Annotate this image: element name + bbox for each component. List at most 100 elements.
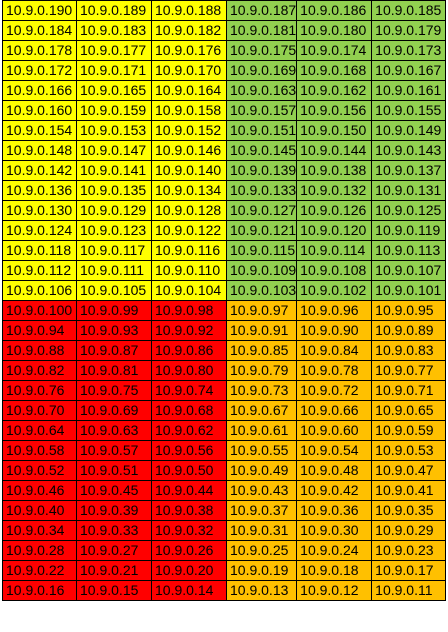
ip-cell[interactable]: 10.9.0.44: [151, 480, 227, 501]
ip-cell[interactable]: 10.9.0.46: [2, 480, 77, 501]
ip-cell[interactable]: 10.9.0.11: [371, 580, 447, 601]
ip-cell[interactable]: 10.9.0.21: [76, 560, 152, 581]
ip-cell[interactable]: 10.9.0.180: [296, 20, 373, 41]
ip-cell[interactable]: 10.9.0.61: [225, 420, 298, 441]
ip-cell[interactable]: 10.9.0.116: [151, 240, 227, 261]
ip-cell[interactable]: 10.9.0.166: [2, 80, 77, 101]
ip-cell[interactable]: 10.9.0.184: [2, 20, 77, 41]
ip-cell[interactable]: 10.9.0.56: [151, 440, 227, 461]
ip-cell[interactable]: 10.9.0.98: [151, 300, 227, 321]
ip-cell[interactable]: 10.9.0.187: [225, 0, 298, 21]
ip-cell[interactable]: 10.9.0.181: [225, 20, 298, 41]
ip-cell[interactable]: 10.9.0.69: [76, 400, 152, 421]
ip-cell[interactable]: 10.9.0.53: [371, 440, 447, 461]
ip-cell[interactable]: 10.9.0.163: [225, 80, 298, 101]
ip-cell[interactable]: 10.9.0.109: [225, 260, 298, 281]
ip-cell[interactable]: 10.9.0.118: [2, 240, 77, 261]
ip-cell[interactable]: 10.9.0.146: [151, 140, 227, 161]
ip-cell[interactable]: 10.9.0.173: [371, 40, 447, 61]
ip-cell[interactable]: 10.9.0.91: [225, 320, 298, 341]
ip-cell[interactable]: 10.9.0.101: [371, 280, 447, 301]
ip-cell[interactable]: 10.9.0.81: [76, 360, 152, 381]
ip-cell[interactable]: 10.9.0.114: [296, 240, 373, 261]
ip-cell[interactable]: 10.9.0.137: [371, 160, 447, 181]
ip-cell[interactable]: 10.9.0.66: [296, 400, 373, 421]
ip-cell[interactable]: 10.9.0.49: [225, 460, 298, 481]
ip-cell[interactable]: 10.9.0.28: [2, 540, 77, 561]
ip-cell[interactable]: 10.9.0.64: [2, 420, 77, 441]
ip-cell[interactable]: 10.9.0.18: [296, 560, 373, 581]
ip-cell[interactable]: 10.9.0.131: [371, 180, 447, 201]
ip-cell[interactable]: 10.9.0.172: [2, 60, 77, 81]
ip-cell[interactable]: 10.9.0.129: [76, 200, 152, 221]
ip-cell[interactable]: 10.9.0.136: [2, 180, 77, 201]
ip-cell[interactable]: 10.9.0.169: [225, 60, 298, 81]
ip-cell[interactable]: 10.9.0.149: [371, 120, 447, 141]
ip-cell[interactable]: 10.9.0.27: [76, 540, 152, 561]
ip-cell[interactable]: 10.9.0.60: [296, 420, 373, 441]
ip-cell[interactable]: 10.9.0.112: [2, 260, 77, 281]
ip-cell[interactable]: 10.9.0.75: [76, 380, 152, 401]
ip-cell[interactable]: 10.9.0.141: [76, 160, 152, 181]
ip-cell[interactable]: 10.9.0.76: [2, 380, 77, 401]
ip-cell[interactable]: 10.9.0.159: [76, 100, 152, 121]
ip-cell[interactable]: 10.9.0.43: [225, 480, 298, 501]
ip-cell[interactable]: 10.9.0.12: [296, 580, 373, 601]
ip-cell[interactable]: 10.9.0.14: [151, 580, 227, 601]
ip-cell[interactable]: 10.9.0.77: [371, 360, 447, 381]
ip-cell[interactable]: 10.9.0.85: [225, 340, 298, 361]
ip-cell[interactable]: 10.9.0.151: [225, 120, 298, 141]
ip-cell[interactable]: 10.9.0.150: [296, 120, 373, 141]
ip-cell[interactable]: 10.9.0.68: [151, 400, 227, 421]
ip-cell[interactable]: 10.9.0.177: [76, 40, 152, 61]
ip-cell[interactable]: 10.9.0.20: [151, 560, 227, 581]
ip-cell[interactable]: 10.9.0.33: [76, 520, 152, 541]
ip-cell[interactable]: 10.9.0.140: [151, 160, 227, 181]
ip-cell[interactable]: 10.9.0.57: [76, 440, 152, 461]
ip-cell[interactable]: 10.9.0.143: [371, 140, 447, 161]
ip-cell[interactable]: 10.9.0.154: [2, 120, 77, 141]
ip-cell[interactable]: 10.9.0.182: [151, 20, 227, 41]
ip-cell[interactable]: 10.9.0.63: [76, 420, 152, 441]
ip-cell[interactable]: 10.9.0.72: [296, 380, 373, 401]
ip-cell[interactable]: 10.9.0.89: [371, 320, 447, 341]
ip-cell[interactable]: 10.9.0.125: [371, 200, 447, 221]
ip-cell[interactable]: 10.9.0.41: [371, 480, 447, 501]
ip-cell[interactable]: 10.9.0.90: [296, 320, 373, 341]
ip-cell[interactable]: 10.9.0.34: [2, 520, 77, 541]
ip-cell[interactable]: 10.9.0.132: [296, 180, 373, 201]
ip-cell[interactable]: 10.9.0.142: [2, 160, 77, 181]
ip-cell[interactable]: 10.9.0.95: [371, 300, 447, 321]
ip-cell[interactable]: 10.9.0.103: [225, 280, 298, 301]
ip-cell[interactable]: 10.9.0.55: [225, 440, 298, 461]
ip-cell[interactable]: 10.9.0.25: [225, 540, 298, 561]
ip-cell[interactable]: 10.9.0.13: [225, 580, 298, 601]
ip-cell[interactable]: 10.9.0.156: [296, 100, 373, 121]
ip-cell[interactable]: 10.9.0.73: [225, 380, 298, 401]
ip-cell[interactable]: 10.9.0.108: [296, 260, 373, 281]
ip-cell[interactable]: 10.9.0.102: [296, 280, 373, 301]
ip-cell[interactable]: 10.9.0.54: [296, 440, 373, 461]
ip-cell[interactable]: 10.9.0.23: [371, 540, 447, 561]
ip-cell[interactable]: 10.9.0.139: [225, 160, 298, 181]
ip-cell[interactable]: 10.9.0.124: [2, 220, 77, 241]
ip-cell[interactable]: 10.9.0.22: [2, 560, 77, 581]
ip-cell[interactable]: 10.9.0.113: [371, 240, 447, 261]
ip-cell[interactable]: 10.9.0.188: [151, 0, 227, 21]
ip-cell[interactable]: 10.9.0.42: [296, 480, 373, 501]
ip-cell[interactable]: 10.9.0.87: [76, 340, 152, 361]
ip-cell[interactable]: 10.9.0.167: [371, 60, 447, 81]
ip-cell[interactable]: 10.9.0.155: [371, 100, 447, 121]
ip-cell[interactable]: 10.9.0.40: [2, 500, 77, 521]
ip-cell[interactable]: 10.9.0.82: [2, 360, 77, 381]
ip-cell[interactable]: 10.9.0.48: [296, 460, 373, 481]
ip-cell[interactable]: 10.9.0.84: [296, 340, 373, 361]
ip-cell[interactable]: 10.9.0.47: [371, 460, 447, 481]
ip-cell[interactable]: 10.9.0.100: [2, 300, 77, 321]
ip-cell[interactable]: 10.9.0.120: [296, 220, 373, 241]
ip-cell[interactable]: 10.9.0.104: [151, 280, 227, 301]
ip-cell[interactable]: 10.9.0.24: [296, 540, 373, 561]
ip-cell[interactable]: 10.9.0.162: [296, 80, 373, 101]
ip-cell[interactable]: 10.9.0.79: [225, 360, 298, 381]
ip-cell[interactable]: 10.9.0.70: [2, 400, 77, 421]
